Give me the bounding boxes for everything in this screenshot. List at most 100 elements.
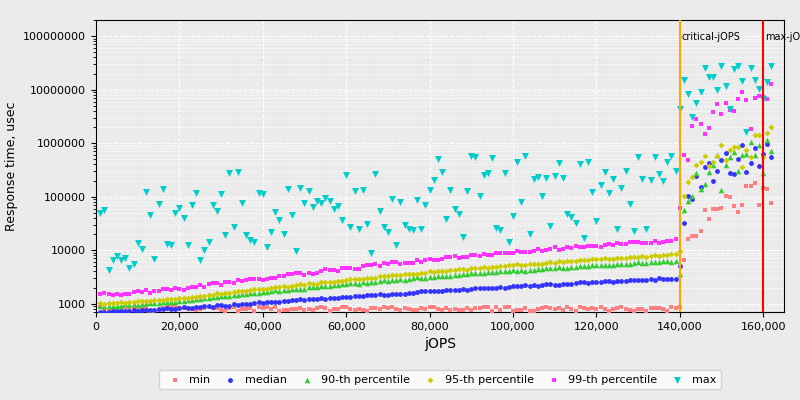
99-th percentile [240,277,253,283]
95-th percentile [510,261,523,268]
min [348,306,361,313]
max [569,220,582,226]
max [219,232,232,238]
min [273,308,286,314]
99-th percentile [440,254,453,260]
min [431,306,444,312]
Legend: min, median, 90-th percentile, 95-th percentile, 99-th percentile, max: min, median, 90-th percentile, 95-th per… [159,370,721,389]
99-th percentile [398,260,411,266]
median [431,288,444,294]
min [427,304,440,310]
99-th percentile [286,270,298,277]
median [452,287,465,293]
99-th percentile [682,157,694,164]
99-th percentile [519,249,532,255]
90-th percentile [348,280,361,286]
median [519,282,532,289]
min [235,306,248,312]
min [123,305,136,311]
max [519,153,532,159]
max [148,256,161,262]
95-th percentile [682,179,694,186]
99-th percentile [653,240,666,246]
min [265,306,278,312]
median [394,291,406,297]
90-th percentile [482,269,494,276]
99-th percentile [252,276,265,282]
95-th percentile [598,255,611,262]
90-th percentile [214,293,227,299]
median [665,276,678,282]
min [240,306,253,312]
95-th percentile [165,296,178,302]
median [740,169,753,175]
min [636,306,649,312]
90-th percentile [331,282,344,288]
99-th percentile [186,284,198,290]
min [574,304,586,310]
max [723,106,736,112]
90-th percentile [632,259,645,266]
90-th percentile [553,264,566,270]
max [294,184,306,191]
90-th percentile [474,270,486,276]
90-th percentile [490,269,502,275]
90-th percentile [419,275,432,281]
95-th percentile [661,251,674,258]
90-th percentile [557,265,570,271]
median [423,288,436,294]
min [227,304,240,310]
median [406,290,419,296]
95-th percentile [765,124,778,131]
95-th percentile [706,159,719,166]
99-th percentile [406,260,419,266]
99-th percentile [544,246,557,252]
max [282,186,294,192]
max [682,91,694,98]
95-th percentile [423,268,436,275]
median [653,275,666,282]
90-th percentile [98,303,110,310]
median [210,302,223,308]
90-th percentile [302,284,315,290]
median [231,302,244,308]
95-th percentile [531,261,544,267]
min [678,257,690,264]
median [594,279,607,285]
min [531,306,544,312]
95-th percentile [727,144,740,150]
95-th percentile [148,297,161,303]
95-th percentile [627,254,640,260]
median [214,302,227,308]
90-th percentile [598,262,611,268]
99-th percentile [165,286,178,293]
95-th percentile [465,265,478,272]
99-th percentile [148,288,161,294]
median [582,280,594,286]
median [461,286,474,293]
min [623,307,636,313]
min [373,305,386,312]
min [214,307,227,314]
90-th percentile [636,260,649,266]
max [644,177,657,183]
max [719,82,732,89]
max [357,187,370,193]
99-th percentile [294,270,306,276]
median [369,292,382,298]
99-th percentile [231,277,244,283]
95-th percentile [519,261,532,268]
max [256,191,269,197]
min [494,306,507,313]
95-th percentile [278,283,290,289]
90-th percentile [606,262,619,268]
max [744,65,757,71]
max [440,216,453,222]
min [527,308,540,314]
95-th percentile [594,256,607,262]
90-th percentile [540,265,553,271]
95-th percentile [561,258,574,264]
90-th percentile [423,274,436,280]
90-th percentile [256,289,269,295]
min [148,308,161,314]
